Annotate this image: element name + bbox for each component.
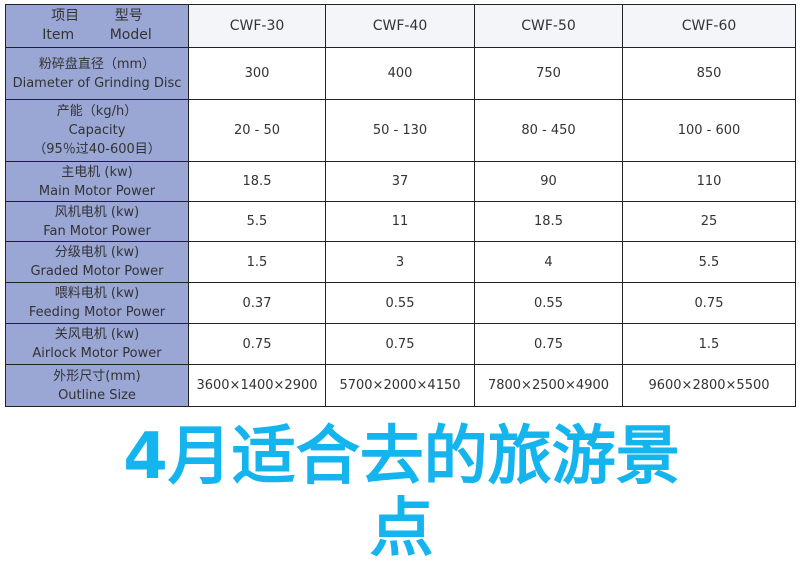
row-label: 主电机 (kw) Main Motor Power: [5, 161, 189, 202]
row-label: 分级电机 (kw) Graded Motor Power: [5, 241, 189, 283]
cell-value: 3: [325, 241, 475, 283]
table-row: 分级电机 (kw) Graded Motor Power 1.5 3 4 5.5: [5, 241, 796, 283]
cell-value: 0.55: [325, 282, 475, 324]
table-row: 喂料电机 (kw) Feeding Motor Power 0.37 0.55 0.55…: [5, 282, 796, 324]
header-row: 项目 型号 Item Model CWF-30 CWF-40 CWF-50 CW…: [5, 4, 796, 48]
cell-value: 1.5: [188, 241, 326, 283]
cell-value: 5.5: [622, 241, 796, 283]
cell-value: 100 - 600: [622, 99, 796, 162]
cell-value: 18.5: [188, 161, 326, 202]
header-label: 项目 型号 Item Model: [5, 4, 189, 48]
cell-value: 850: [622, 47, 796, 100]
spec-table: 项目 型号 Item Model CWF-30 CWF-40 CWF-50 CW…: [5, 4, 796, 407]
row-label: 产能（kg/h） Capacity （95％过40-600目）: [5, 99, 189, 162]
cell-value: 110: [622, 161, 796, 202]
cell-value: 0.75: [622, 282, 796, 324]
model-header: CWF-50: [474, 4, 623, 48]
row-label: 关风电机 (kw) Airlock Motor Power: [5, 323, 189, 365]
item-label: 项目 型号: [51, 8, 143, 24]
cell-value: 0.75: [188, 323, 326, 365]
cell-value: 80 - 450: [474, 99, 623, 162]
cell-value: 1.5: [622, 323, 796, 365]
cell-value: 11: [325, 201, 475, 242]
table-row: 风机电机 (kw) Fan Motor Power 5.5 11 18.5 25: [5, 201, 796, 242]
cell-value: 37: [325, 161, 475, 202]
cell-value: 4: [474, 241, 623, 283]
cell-value: 5700×2000×4150: [325, 364, 475, 407]
cell-value: 0.55: [474, 282, 623, 324]
cell-value: 0.75: [325, 323, 475, 365]
row-label: 粉碎盘直径（mm） Diameter of Grinding Disc: [5, 47, 189, 100]
cell-value: 50 - 130: [325, 99, 475, 162]
table-row: 外形尺寸(mm) Outline Size 3600×1400×2900 5700×2…: [5, 364, 796, 407]
cell-value: 18.5: [474, 201, 623, 242]
row-label: 风机电机 (kw) Fan Motor Power: [5, 201, 189, 242]
cell-value: 90: [474, 161, 623, 202]
cell-value: 9600×2800×5500: [622, 364, 796, 407]
overlay-title: 4月适合去的旅游景: [123, 420, 680, 494]
row-label: 喂料电机 (kw) Feeding Motor Power: [5, 282, 189, 324]
cell-value: 7800×2500×4900: [474, 364, 623, 407]
model-header: CWF-30: [188, 4, 326, 48]
table-row: 产能（kg/h） Capacity （95％过40-600目） 20 - 50 50 -…: [5, 99, 796, 162]
cell-value: 0.75: [474, 323, 623, 365]
cell-value: 300: [188, 47, 326, 100]
overlay-title-line2: 点: [369, 492, 434, 566]
row-label: 外形尺寸(mm) Outline Size: [5, 364, 189, 407]
cell-value: 25: [622, 201, 796, 242]
cell-value: 5.5: [188, 201, 326, 242]
table-row: 主电机 (kw) Main Motor Power 18.5 37 90 110: [5, 161, 796, 202]
cell-value: 0.37: [188, 282, 326, 324]
model-label: Item Model: [42, 27, 152, 43]
table-row: 粉碎盘直径（mm） Diameter of Grinding Disc 300 400…: [5, 47, 796, 100]
overlay-area: 4月适合去的旅游景 点: [0, 415, 803, 575]
cell-value: 750: [474, 47, 623, 100]
model-header: CWF-60: [622, 4, 796, 48]
table-row: 关风电机 (kw) Airlock Motor Power 0.75 0.75 0.75…: [5, 323, 796, 365]
cell-value: 20 - 50: [188, 99, 326, 162]
cell-value: 3600×1400×2900: [188, 364, 326, 407]
model-header: CWF-40: [325, 4, 475, 48]
cell-value: 400: [325, 47, 475, 100]
table-area: 项目 型号 Item Model CWF-30 CWF-40 CWF-50 CW…: [5, 4, 796, 407]
